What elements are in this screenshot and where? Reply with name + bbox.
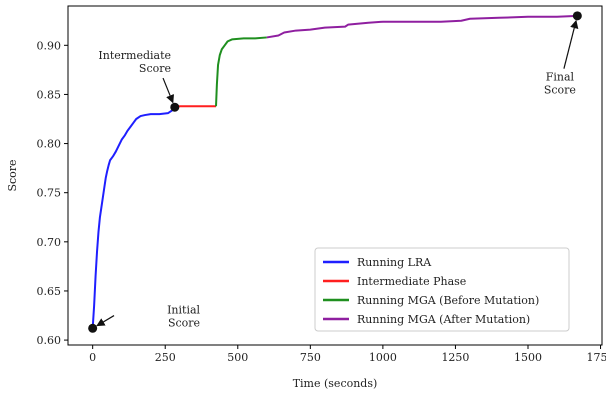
legend: Running LRA Intermediate Phase Running MGA… (314, 247, 570, 332)
y-axis-label: Score (6, 159, 19, 191)
series-line-2 (215, 36, 267, 107)
x-tick-label: 1000 (369, 351, 397, 364)
x-tick-label: 250 (155, 351, 176, 364)
final-score-marker (572, 11, 582, 21)
series-line-0 (91, 107, 176, 329)
intermediate-score-arrow (162, 77, 174, 104)
y-axis: 0.60 0.65 0.70 0.75 0.80 0.85 0.90 (37, 39, 68, 347)
series-line-3 (266, 14, 578, 39)
y-tick-label: 0.90 (37, 39, 62, 52)
marker-layer (88, 11, 582, 333)
x-tick-label: 1250 (441, 351, 469, 364)
legend-label: Running MGA (Before Mutation) (357, 294, 539, 307)
y-tick-label: 0.65 (37, 285, 62, 298)
final-score-annotation: Final Score (544, 71, 576, 97)
x-tick-label: 1500 (514, 351, 542, 364)
x-tick-label: 0 (89, 351, 96, 364)
legend-label: Running LRA (357, 256, 432, 269)
y-tick-label: 0.85 (37, 88, 62, 101)
x-axis-label: Time (seconds) (293, 377, 378, 390)
intermediate-score-marker (170, 102, 180, 112)
y-tick-label: 0.70 (37, 236, 62, 249)
legend-label: Intermediate Phase (357, 275, 466, 288)
final-score-arrow (563, 19, 579, 69)
y-tick-label: 0.60 (37, 334, 62, 347)
legend-label: Running MGA (After Mutation) (357, 313, 530, 326)
annotation-layer: Initial Score Intermediate Score Final Score (96, 19, 579, 330)
initial-score-annotation: Initial Score (167, 304, 200, 330)
initial-score-marker (88, 323, 98, 333)
x-tick-label: 750 (300, 351, 321, 364)
legend-box (314, 247, 570, 332)
series-line-1 (174, 105, 217, 109)
y-tick-label: 0.80 (37, 138, 62, 151)
intermediate-score-annotation: Intermediate Score (98, 49, 171, 75)
y-tick-label: 0.75 (37, 187, 62, 200)
x-tick-label: 500 (227, 351, 248, 364)
series-layer (91, 14, 578, 329)
initial-score-arrow (96, 315, 115, 327)
